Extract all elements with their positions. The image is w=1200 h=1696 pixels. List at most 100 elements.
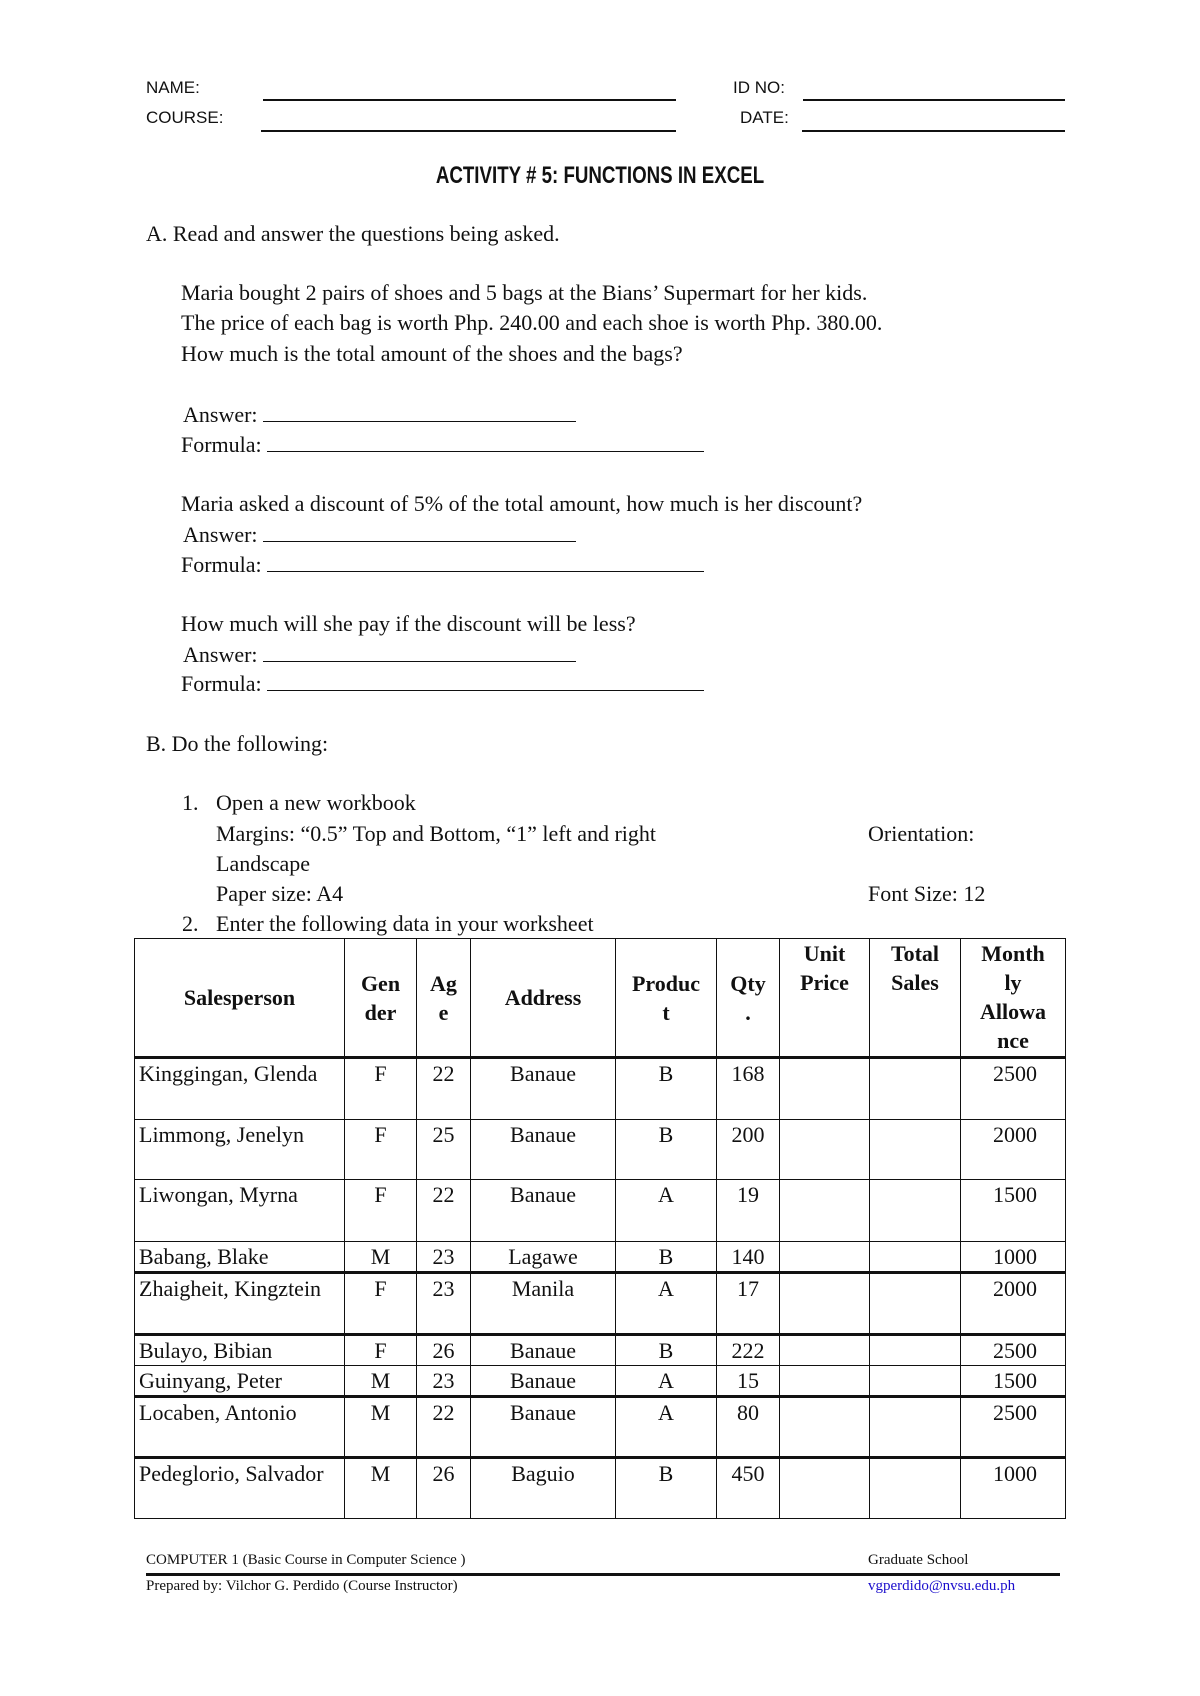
paper-size-text: Paper size: A4 bbox=[216, 881, 344, 906]
column-header-total-sales: Total Sales bbox=[869, 938, 961, 1058]
answer-blank[interactable] bbox=[263, 641, 577, 662]
cell-address: Baguio bbox=[470, 1457, 616, 1519]
cell-total-sales bbox=[869, 1179, 961, 1242]
cell-gender: M bbox=[344, 1241, 417, 1273]
cell-unit-price bbox=[779, 1396, 870, 1458]
cell-total-sales bbox=[869, 1457, 961, 1519]
cell-gender: F bbox=[344, 1272, 417, 1335]
formula-1: Formula: bbox=[181, 431, 705, 458]
question-pay: How much will she pay if the discount wi… bbox=[181, 611, 636, 636]
column-header-salesperson: Salesperson bbox=[134, 938, 345, 1058]
cell-unit-price bbox=[779, 1457, 870, 1519]
column-header-gender: Gen der bbox=[344, 938, 417, 1058]
cell-age: 23 bbox=[416, 1272, 471, 1335]
table-row: Liwongan, Myrna F 22 Banaue A 19 1500 bbox=[134, 1179, 1066, 1242]
cell-address: Banaue bbox=[470, 1119, 616, 1180]
cell-address: Banaue bbox=[470, 1179, 616, 1242]
problem-line: How much is the total amount of the shoe… bbox=[181, 341, 683, 366]
cell-total-sales bbox=[869, 1365, 961, 1397]
cell-qty: 450 bbox=[716, 1457, 780, 1519]
cell-product: A bbox=[615, 1272, 717, 1335]
cell-monthly-allowance: 1500 bbox=[960, 1365, 1066, 1397]
cell-monthly-allowance: 1000 bbox=[960, 1241, 1066, 1273]
cell-address: Banaue bbox=[470, 1365, 616, 1397]
cell-age: 22 bbox=[416, 1396, 471, 1458]
table-row: Pedeglorio, Salvador M 26 Baguio B 450 1000 bbox=[134, 1457, 1066, 1519]
column-header-age: Ag e bbox=[416, 938, 471, 1058]
formula-blank[interactable] bbox=[267, 551, 705, 572]
cell-age: 22 bbox=[416, 1179, 471, 1242]
cell-product: A bbox=[615, 1179, 717, 1242]
footer-prepared: Prepared by: Vilchor G. Perdido (Course … bbox=[146, 1578, 458, 1594]
formula-label: Formula: bbox=[181, 552, 262, 577]
part-b-heading: B. Do the following: bbox=[146, 731, 329, 756]
cell-unit-price bbox=[779, 1241, 870, 1273]
cell-address: Banaue bbox=[470, 1057, 616, 1120]
cell-monthly-allowance: 1000 bbox=[960, 1457, 1066, 1519]
formula-2: Formula: bbox=[181, 551, 705, 578]
cell-gender: F bbox=[344, 1057, 417, 1120]
problem-line: Maria bought 2 pairs of shoes and 5 bags… bbox=[181, 280, 868, 305]
cell-gender: M bbox=[344, 1396, 417, 1458]
id-label: ID NO: bbox=[733, 78, 785, 97]
cell-total-sales bbox=[869, 1057, 961, 1120]
cell-unit-price bbox=[779, 1272, 870, 1335]
cell-product: B bbox=[615, 1119, 717, 1180]
cell-total-sales bbox=[869, 1119, 961, 1180]
cell-monthly-allowance: 2000 bbox=[960, 1119, 1066, 1180]
cell-salesperson: Guinyang, Peter bbox=[134, 1365, 345, 1397]
course-line bbox=[261, 130, 676, 132]
column-header-unit-price: Unit Price bbox=[779, 938, 870, 1058]
answer-label: Answer: bbox=[183, 522, 258, 547]
cell-gender: F bbox=[344, 1119, 417, 1180]
cell-qty: 17 bbox=[716, 1272, 780, 1335]
footer-divider bbox=[146, 1573, 1060, 1576]
cell-salesperson: Liwongan, Myrna bbox=[134, 1179, 345, 1242]
cell-salesperson: Bulayo, Bibian bbox=[134, 1334, 345, 1366]
course-label: COURSE: bbox=[146, 108, 224, 127]
cell-unit-price bbox=[779, 1057, 870, 1120]
item-number: 2. bbox=[182, 911, 199, 936]
column-header-address: Address bbox=[470, 938, 616, 1058]
cell-qty: 168 bbox=[716, 1057, 780, 1120]
footer-email-link[interactable]: vgperdido@nvsu.edu.ph bbox=[868, 1578, 1016, 1594]
formula-label: Formula: bbox=[181, 432, 262, 457]
formula-blank[interactable] bbox=[267, 431, 705, 452]
date-line bbox=[802, 130, 1065, 132]
cell-unit-price bbox=[779, 1119, 870, 1180]
cell-monthly-allowance: 2500 bbox=[960, 1396, 1066, 1458]
cell-product: B bbox=[615, 1241, 717, 1273]
cell-age: 26 bbox=[416, 1457, 471, 1519]
column-header-qty: Qty . bbox=[716, 938, 780, 1058]
cell-product: B bbox=[615, 1057, 717, 1120]
answer-blank[interactable] bbox=[263, 401, 577, 422]
cell-product: B bbox=[615, 1334, 717, 1366]
answer-1: Answer: bbox=[183, 401, 577, 428]
name-label: NAME: bbox=[146, 78, 200, 97]
cell-address: Manila bbox=[470, 1272, 616, 1335]
cell-age: 23 bbox=[416, 1241, 471, 1273]
cell-qty: 15 bbox=[716, 1365, 780, 1397]
cell-total-sales bbox=[869, 1241, 961, 1273]
cell-address: Banaue bbox=[470, 1396, 616, 1458]
cell-unit-price bbox=[779, 1365, 870, 1397]
cell-gender: M bbox=[344, 1457, 417, 1519]
cell-age: 26 bbox=[416, 1334, 471, 1366]
name-line bbox=[263, 99, 676, 101]
column-header-monthly-allowance: Month ly Allowa nce bbox=[960, 938, 1066, 1058]
cell-unit-price bbox=[779, 1334, 870, 1366]
cell-unit-price bbox=[779, 1179, 870, 1242]
formula-blank[interactable] bbox=[267, 670, 705, 691]
cell-qty: 140 bbox=[716, 1241, 780, 1273]
cell-total-sales bbox=[869, 1334, 961, 1366]
column-header-product: Produc t bbox=[615, 938, 717, 1058]
footer-school: Graduate School bbox=[868, 1552, 969, 1568]
answer-blank[interactable] bbox=[263, 521, 577, 542]
cell-qty: 80 bbox=[716, 1396, 780, 1458]
cell-salesperson: Locaben, Antonio bbox=[134, 1396, 345, 1458]
cell-monthly-allowance: 2500 bbox=[960, 1057, 1066, 1120]
table-row: Locaben, Antonio M 22 Banaue A 80 2500 bbox=[134, 1396, 1066, 1458]
answer-3: Answer: bbox=[183, 641, 577, 668]
answer-2: Answer: bbox=[183, 521, 577, 548]
